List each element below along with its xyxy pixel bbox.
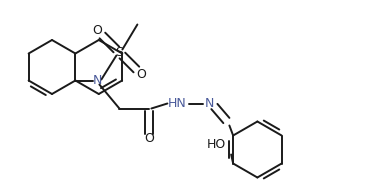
Text: O: O <box>144 132 154 145</box>
Text: HO: HO <box>207 138 226 151</box>
Text: N: N <box>93 74 102 87</box>
Text: O: O <box>92 24 102 37</box>
Text: HN: HN <box>168 97 187 110</box>
Text: S: S <box>115 46 123 59</box>
Text: O: O <box>137 68 146 81</box>
Text: N: N <box>205 97 214 110</box>
